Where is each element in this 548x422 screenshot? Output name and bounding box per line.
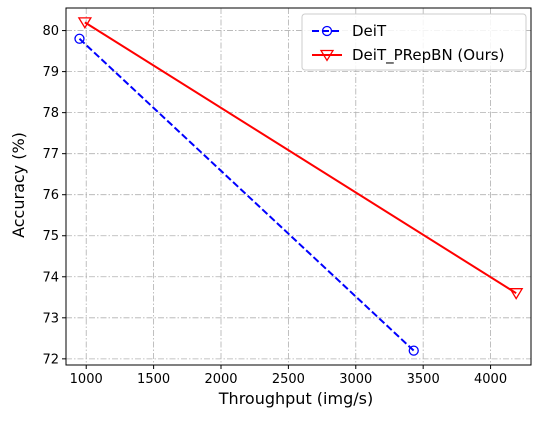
x-tick-label: 1000 [70,372,103,387]
legend-label: DeiT_PRepBN (Ours) [352,46,504,65]
data-point [77,17,93,30]
series-1 [74,33,419,356]
series-line [84,21,517,295]
data-point [74,33,85,44]
y-tick-label: 74 [42,270,59,285]
data-point [509,288,524,300]
x-tick-label: 2500 [272,372,305,387]
x-tick-label: 4000 [474,372,507,387]
x-tick-label: 3000 [339,372,372,387]
y-tick-label: 79 [42,65,59,80]
legend-box [301,13,527,71]
y-tick-label: 76 [42,188,59,203]
axes [62,7,532,369]
legend-marker [319,49,335,62]
y-tick-label: 77 [42,147,59,162]
legend-item: DeiT_PRepBN (Ours) [312,46,504,65]
y-tick-label: 80 [42,24,59,39]
x-tick-label: 3500 [407,372,440,387]
y-tick-label: 75 [42,229,59,244]
legend-item: DeiT [312,22,387,40]
data-point [408,345,419,356]
series-layer [74,17,524,356]
legend-marker [321,25,333,37]
y-tick-label: 72 [42,352,59,367]
legend: DeiT DeiT_PRepBN (Ours) [301,13,527,71]
series-line [78,38,415,352]
x-tick-label: 1500 [137,372,170,387]
y-axis-title: Accuracy (%) [9,132,28,238]
series-2 [77,17,524,300]
x-axis-title: Throughput (img/s) [218,389,373,408]
legend-label: DeiT [352,22,387,40]
y-tick-label: 73 [42,311,59,326]
y-tick-label: 78 [42,106,59,121]
plot-frame [65,7,532,366]
tick-labels: 1000 1500 2000 2500 3000 3500 4000 72 73 74 75 76 77… [42,24,507,387]
x-tick-label: 2000 [204,372,237,387]
